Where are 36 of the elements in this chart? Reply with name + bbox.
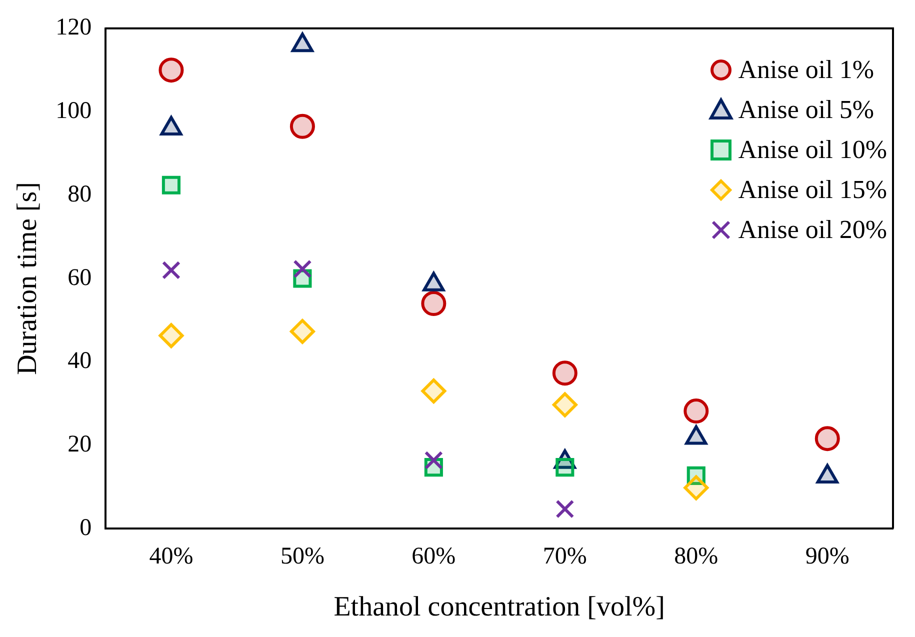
point (552, 392, 578, 418)
point (290, 114, 315, 139)
point (552, 360, 578, 386)
legend-label: Anise oil 1% (738, 55, 874, 85)
point (421, 378, 446, 404)
x-tick-label: 90% (805, 543, 850, 570)
point (424, 450, 443, 470)
point (290, 318, 315, 344)
legend-label: Anise oil 5% (738, 95, 874, 125)
y-tick-label: 20 (68, 432, 92, 458)
point (421, 291, 446, 316)
y-tick-label: 0 (80, 514, 92, 541)
point (684, 475, 709, 500)
point (684, 398, 709, 424)
legend-label: Anise oil 15% (738, 175, 887, 205)
y-tick-label: 80 (68, 181, 92, 208)
y-axis-title: Duration time [s] (12, 182, 44, 375)
x-tick-label: 70% (542, 543, 587, 570)
point (556, 500, 574, 518)
x-tick-label: 80% (674, 543, 718, 570)
y-tick-label: 60 (68, 264, 92, 291)
x-tick-label: 60% (412, 543, 456, 570)
x-axis-title: Ethanol concentration [vol%] (334, 592, 665, 623)
y-tick-label: 120 (56, 14, 92, 41)
x-tick-label: 40% (149, 543, 194, 570)
point (158, 323, 184, 348)
y-tick-label: 100 (56, 98, 92, 124)
point (162, 260, 180, 280)
point (293, 260, 312, 278)
legend-label: Anise oil 10% (738, 135, 887, 165)
legend-label: Anise oil 20% (738, 215, 887, 245)
y-tick-label: 40 (68, 348, 92, 374)
x-tick-label: 50% (280, 543, 324, 570)
point (162, 176, 180, 194)
point (158, 58, 184, 83)
point (814, 426, 840, 452)
